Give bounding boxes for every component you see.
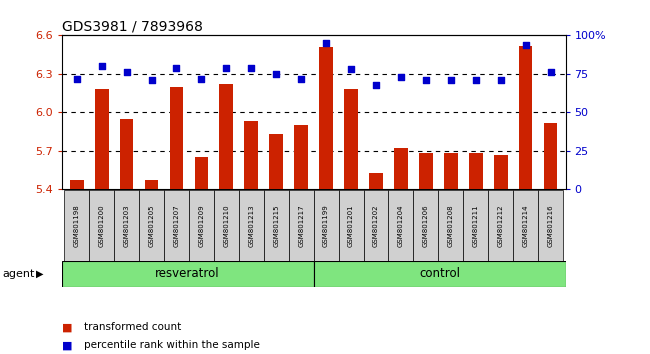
Point [446,77,456,83]
Point [196,76,207,81]
Bar [214,190,239,261]
Bar [469,154,482,189]
Bar [244,121,258,189]
Text: GSM801206: GSM801206 [423,205,429,247]
Point [321,40,332,46]
Point [246,65,257,70]
Bar [313,261,566,287]
Bar [369,173,383,189]
Text: GSM801199: GSM801199 [323,205,329,247]
Text: percentile rank within the sample: percentile rank within the sample [84,340,261,350]
Text: ■: ■ [62,322,72,332]
Text: GSM801198: GSM801198 [73,205,80,247]
Text: GSM801204: GSM801204 [398,205,404,247]
Point [370,82,381,87]
Point [271,71,281,77]
Point [221,65,231,70]
Bar [543,123,558,189]
Point [146,77,157,83]
Bar [344,89,358,189]
Bar [394,148,408,189]
Text: GSM801216: GSM801216 [547,205,554,247]
Point [396,74,406,80]
Bar [494,155,508,189]
Bar [139,190,164,261]
Text: GDS3981 / 7893968: GDS3981 / 7893968 [62,19,203,34]
Bar [89,190,114,261]
Text: GSM801203: GSM801203 [124,205,129,247]
Bar [95,89,109,189]
Bar [120,119,133,189]
Bar [194,157,208,189]
Bar [419,154,433,189]
Point [471,77,481,83]
Bar [389,190,413,261]
Text: GSM801211: GSM801211 [473,205,478,247]
Bar [488,190,513,261]
Text: GSM801215: GSM801215 [273,205,280,247]
Text: GSM801214: GSM801214 [523,205,528,247]
Text: GSM801210: GSM801210 [224,205,229,247]
Bar [170,87,183,189]
Text: transformed count: transformed count [84,322,182,332]
Text: GSM801208: GSM801208 [448,205,454,247]
Bar [264,190,289,261]
Bar [538,190,563,261]
Point [296,76,306,81]
Bar [64,190,89,261]
Text: GSM801212: GSM801212 [498,205,504,247]
Point [545,69,556,75]
Bar [189,190,214,261]
Bar [438,190,463,261]
Text: ▶: ▶ [36,269,44,279]
Bar [339,190,363,261]
Point [96,63,107,69]
Bar [319,47,333,189]
Bar [363,190,389,261]
Bar [114,190,139,261]
Point [495,77,506,83]
Bar [164,190,189,261]
Point [346,67,356,72]
Text: GSM801200: GSM801200 [99,205,105,247]
Bar [294,125,308,189]
Bar [513,190,538,261]
Point [122,69,132,75]
Point [421,77,431,83]
Bar [463,190,488,261]
Bar [239,190,264,261]
Bar [313,190,339,261]
Bar [444,154,458,189]
Bar [145,181,159,189]
Point [521,42,531,47]
Text: GSM801209: GSM801209 [198,205,204,247]
Point [72,76,82,81]
Bar [413,190,438,261]
Text: GSM801202: GSM801202 [373,205,379,247]
Point [171,65,181,70]
Text: control: control [419,268,460,280]
Bar [519,46,532,189]
Bar [269,134,283,189]
Text: GSM801205: GSM801205 [149,205,155,247]
Text: GSM801207: GSM801207 [174,205,179,247]
Text: GSM801213: GSM801213 [248,205,254,247]
Text: resveratrol: resveratrol [155,268,220,280]
Bar [70,181,84,189]
Text: GSM801217: GSM801217 [298,205,304,247]
Text: ■: ■ [62,340,72,350]
Text: GSM801201: GSM801201 [348,205,354,247]
Text: agent: agent [2,269,34,279]
Bar [62,261,313,287]
Bar [289,190,313,261]
Bar [220,84,233,189]
